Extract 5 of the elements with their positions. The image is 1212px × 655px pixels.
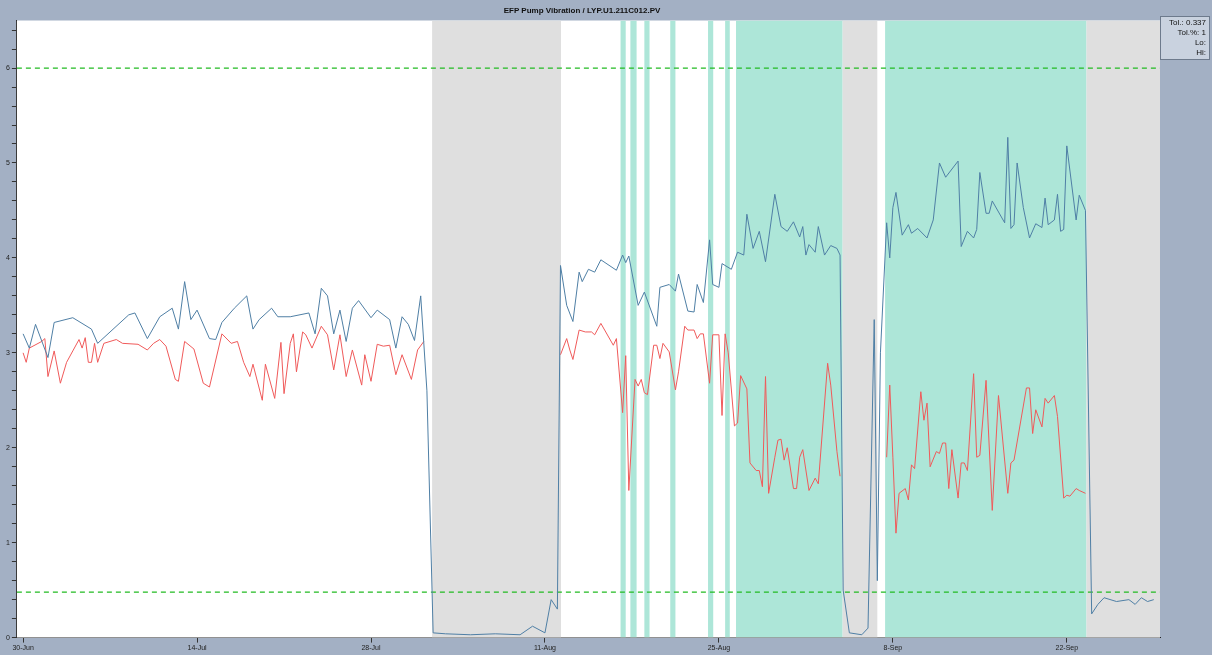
text: Tol.: 0.337 bbox=[1168, 18, 1206, 28]
text: Hi: bbox=[1195, 48, 1206, 58]
text: Lo: bbox=[1193, 38, 1206, 48]
chart-title: EFP Pump Vibration / LYP.U1.211C012.PV bbox=[503, 6, 661, 15]
text: Tol.%: 1 bbox=[1176, 28, 1206, 38]
